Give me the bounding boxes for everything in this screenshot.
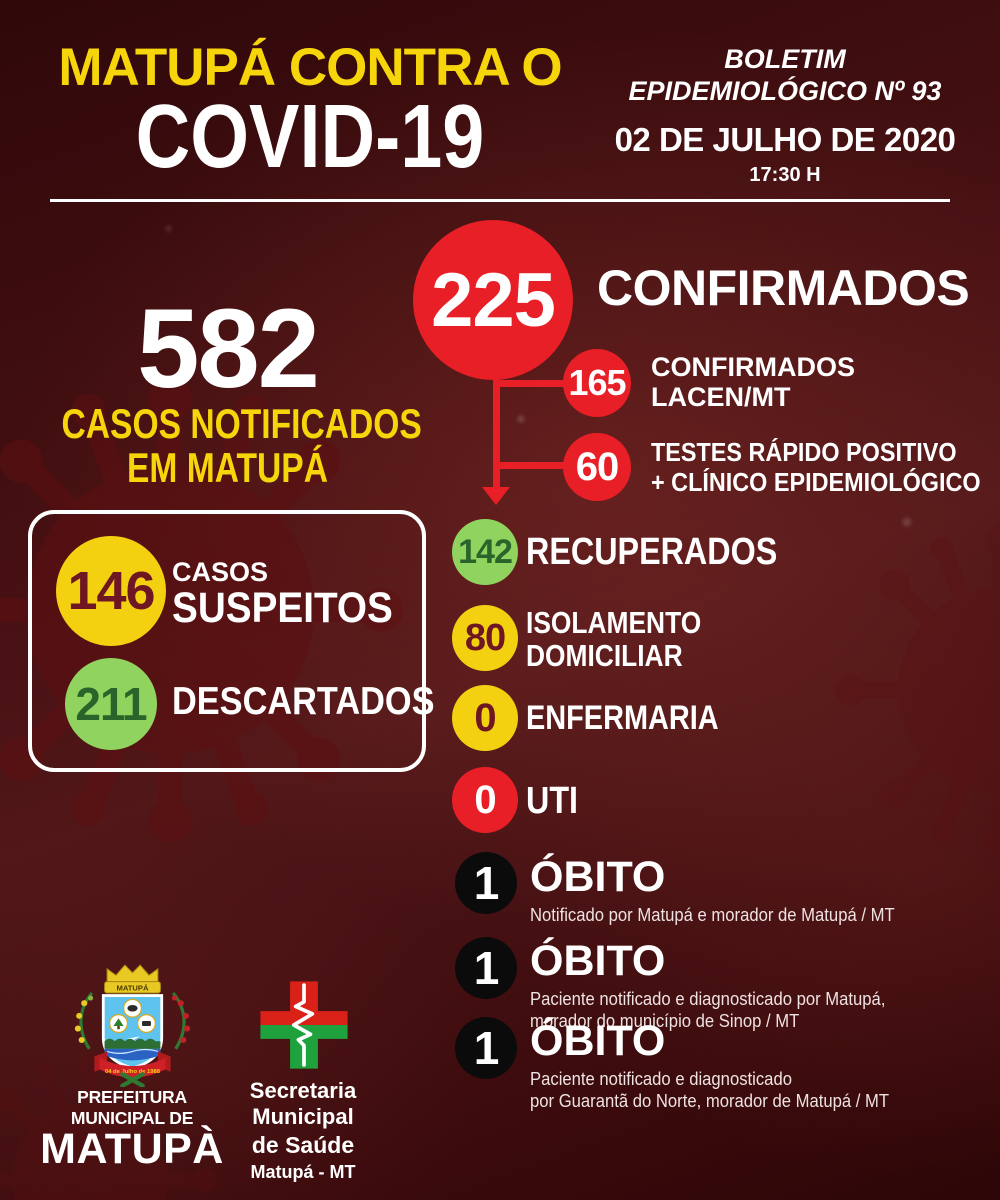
confirmed-total-label: CONFIRMADOS <box>597 260 970 316</box>
bulletin-info: BOLETIM EPIDEMIOLÓGICO Nº 93 02 DE JULHO… <box>600 44 970 187</box>
death-1-count: 1 <box>473 857 500 909</box>
death-2-description-line-2: morador do município de Sinop / MT <box>530 1009 800 1031</box>
bulletin-time: 17:30 H <box>749 163 821 186</box>
home-isolation-label-line-2: DOMICILIAR <box>526 637 683 673</box>
bulletin-label-line-1: BOLETIM <box>724 44 846 74</box>
home-isolation-label-line-1: ISOLAMENTO <box>526 605 702 640</box>
lacen-label-line-1: CONFIRMADOS <box>651 352 855 382</box>
main-title: MATUPÁ CONTRA O COVID-19 <box>30 38 590 188</box>
death-3-description-line-2: por Guarantã do Norte, morador de Matupá… <box>530 1089 890 1111</box>
notified-count: 582 <box>137 286 320 411</box>
title-line-1: MATUPÁ CONTRA O <box>58 38 562 97</box>
death-3-description-line-1: Paciente notificado e diagnosticado <box>530 1068 792 1089</box>
discarded-count: 211 <box>75 678 147 730</box>
recovered-circle: 142 <box>452 519 518 585</box>
death-2-description-line-1: Paciente notificado e diagnosticado por … <box>530 988 886 1009</box>
ribbon-label: 04 de Julho de 1988 <box>105 1069 161 1075</box>
crown-label: MATUPÁ <box>117 983 149 992</box>
suspects-box: 146 CASOS SUSPEITOS 211 DESCARTADOS <box>28 510 435 772</box>
connector-branch-1 <box>497 380 567 387</box>
icu-label: UTI <box>526 780 579 822</box>
health-cross-icon <box>260 981 348 1069</box>
title-line-2: COVID-19 <box>135 87 485 188</box>
bulletin-date: 02 DE JULHO DE 2020 <box>614 120 956 158</box>
home-isolation-circle: 80 <box>452 605 518 671</box>
lacen-label-line-2: LACEN/MT <box>651 382 791 413</box>
bulletin-label-line-2: EPIDEMIOLÓGICO Nº 93 <box>628 75 942 106</box>
death-3-count: 1 <box>473 1022 500 1074</box>
notified-label-line-2: EM MATUPÁ <box>127 444 328 492</box>
infirmary-label: ENFERMARIA <box>526 699 719 737</box>
bokeh-dot <box>166 226 171 231</box>
rapid-test-label-line-2: + CLÍNICO EPIDEMIOLÓGICO <box>651 466 981 497</box>
connector-vertical-line <box>493 374 500 488</box>
connector-branch-2 <box>497 462 567 469</box>
lacen-count: 165 <box>568 362 626 403</box>
death-2-circle: 1 <box>455 937 517 999</box>
notified-cases-block: 582 CASOS NOTIFICADOS EM MATUPÁ <box>20 286 435 492</box>
death-1-circle: 1 <box>455 852 517 914</box>
secretaria-name-line-3: Matupá - MT <box>250 1162 356 1182</box>
header-divider <box>50 199 950 202</box>
death-2-label: ÓBITO <box>530 937 666 985</box>
arrow-down-icon <box>482 487 510 505</box>
notified-label-line-1: CASOS NOTIFICADOS <box>61 400 422 448</box>
discarded-label: DESCARTADOS <box>172 680 435 723</box>
coat-of-arms-icon: MATUPÁ 04 de Julho de 1988 <box>74 964 191 1087</box>
death-3-label: ÓBITO <box>530 1017 666 1065</box>
prefeitura-name-line-2: MATUPÀ <box>40 1125 224 1173</box>
death-1-label: ÓBITO <box>530 853 666 901</box>
infirmary-count: 0 <box>474 695 496 740</box>
coronavirus-watermark-icon <box>830 520 1000 860</box>
prefeitura-name: PREFEITURA MUNICIPAL DE MATUPÀ <box>32 1087 232 1170</box>
confirmed-total-count: 225 <box>431 257 556 343</box>
rapid-test-circle: 60 <box>563 433 631 501</box>
recovered-label: RECUPERADOS <box>526 531 778 573</box>
suspects-circle: 146 <box>56 536 166 646</box>
prefeitura-name-line-1: PREFEITURA MUNICIPAL DE <box>70 1087 194 1128</box>
suspects-count: 146 <box>67 561 155 621</box>
discarded-circle: 211 <box>65 658 157 750</box>
suspects-label-small: CASOS <box>172 557 269 587</box>
recovered-count: 142 <box>458 532 513 571</box>
death-1-description: Notificado por Matupá e morador de Matup… <box>530 904 895 925</box>
secretaria-name-line-1: Secretaria Municipal <box>249 1078 357 1129</box>
secretaria-name: Secretaria Municipal de Saúde Matupá - M… <box>205 1078 401 1183</box>
death-2-count: 1 <box>473 942 500 994</box>
secretaria-name-line-2: de Saúde <box>251 1132 355 1158</box>
bokeh-dot <box>518 416 524 422</box>
death-3-circle: 1 <box>455 1017 517 1079</box>
rapid-test-count: 60 <box>575 444 619 489</box>
infirmary-circle: 0 <box>452 685 518 751</box>
icu-circle: 0 <box>452 767 518 833</box>
suspects-label-big: SUSPEITOS <box>172 584 393 633</box>
lacen-circle: 165 <box>563 349 631 417</box>
confirmed-total-circle: 225 <box>413 220 573 380</box>
icu-count: 0 <box>474 777 496 822</box>
home-isolation-count: 80 <box>464 616 506 659</box>
bokeh-dot <box>903 518 911 526</box>
rapid-test-label-line-1: TESTES RÁPIDO POSITIVO <box>651 437 957 467</box>
